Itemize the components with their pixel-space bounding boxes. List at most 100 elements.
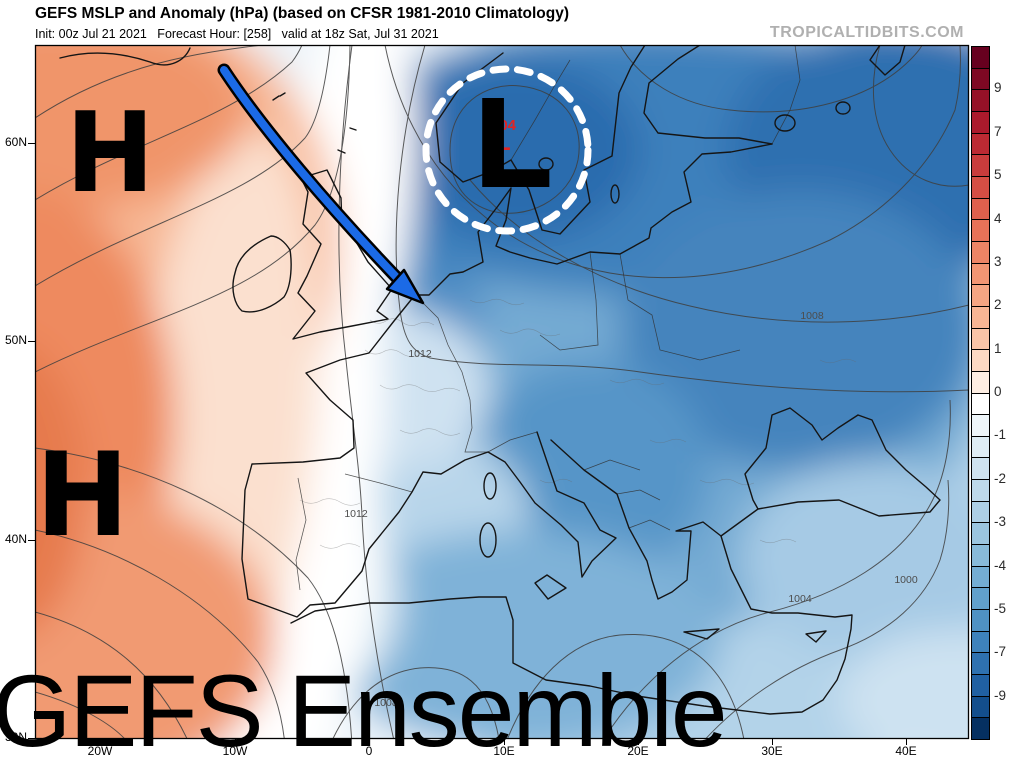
red-low-marker: L: [496, 129, 511, 156]
isobar-label: 1012: [408, 348, 432, 360]
high-pressure-label-2: H: [38, 427, 126, 558]
lat-axis-tick: [28, 738, 35, 740]
gefs-ensemble-overlay-text: GEFS Ensemble: [0, 654, 728, 757]
watermark: TROPICALTIDBITS.COM: [769, 24, 964, 41]
coast-corsica: [483, 472, 497, 500]
lon-axis-tick: [235, 739, 237, 745]
colorbar-cell: [972, 176, 989, 199]
colorbar-cell: [972, 718, 989, 739]
coast-sicily: [534, 574, 567, 600]
lat-axis-label: 50N: [4, 333, 27, 347]
colorbar-cell: [972, 306, 989, 329]
country-borders: [295, 45, 801, 591]
colorbar-cell: [972, 90, 989, 112]
coast-north-sea-baltic: [414, 143, 773, 296]
colorbar-tick-label: 1: [994, 340, 1002, 356]
colorbar-cell: [972, 566, 989, 589]
colorbar-cell: [972, 415, 989, 437]
dashed-circle-annotation: [422, 65, 592, 235]
lat-axis-label: 60N: [4, 135, 27, 149]
colorbar-tick-label: 5: [994, 167, 1002, 183]
isobar-label: 1008: [374, 697, 398, 709]
colorbar-tick-label: -5: [994, 600, 1007, 616]
colorbar-cell: [972, 653, 989, 676]
colorbar-cell: [972, 47, 989, 69]
isobar-label: 1008: [800, 310, 824, 322]
coast-west-europe-italy: [241, 294, 617, 618]
lon-axis-label: 30E: [761, 744, 783, 757]
lon-axis-tick: [772, 739, 774, 745]
lon-axis-tick: [100, 739, 102, 745]
colorbar-tick-label: -1: [994, 427, 1007, 443]
colorbar-tick-label: 3: [994, 253, 1002, 269]
lat-axis-label: 30N: [4, 730, 27, 744]
lon-axis-label: 40E: [895, 744, 917, 757]
red-pressure-value-label: 004: [491, 117, 517, 134]
lat-axis-label: 40N: [4, 532, 27, 546]
coast-black-sea: [744, 407, 941, 517]
coast-crete: [683, 628, 720, 640]
lon-axis-tick: [369, 739, 371, 745]
lat-axis-tick: [28, 143, 35, 145]
lon-axis-label: 10W: [222, 744, 248, 757]
colorbar-cell: [972, 111, 989, 134]
coast-finland: [643, 45, 773, 145]
arrow-annotation: [217, 63, 425, 305]
colorbar-cell: [972, 350, 989, 372]
colorbar-cell: [972, 588, 989, 611]
colorbar-tick-label: 9: [994, 80, 1002, 96]
coast-scandinavia: [435, 45, 646, 235]
lon-axis-label: 0: [365, 744, 373, 757]
map-border: [34, 44, 970, 740]
colorbar-cell: [972, 198, 989, 221]
colorbar-cell: [972, 675, 989, 697]
isobar-contours: [35, 45, 969, 739]
colorbar-cell: [972, 458, 989, 481]
colorbar-tick-label: -7: [994, 644, 1007, 660]
lon-axis-tick: [504, 739, 506, 745]
coast-cyprus: [805, 630, 827, 643]
colorbar-cell: [972, 285, 989, 307]
colorbar-cell: [972, 263, 989, 286]
chart-title: GEFS MSLP and Anomaly (hPa) (based on CF…: [35, 5, 570, 22]
colorbar-cell: [972, 68, 989, 91]
isobar-label: 1004: [788, 593, 812, 605]
colorbar-tick-label: 0: [994, 384, 1002, 399]
colorbar-cell: [972, 696, 989, 719]
coast-white-sea: [869, 45, 906, 76]
colorbar-cell: [972, 610, 989, 632]
coastlines: [59, 45, 941, 715]
colorbar-cell: [972, 220, 989, 242]
colorbar-cell: [972, 155, 989, 177]
colorbar-tick-label: 4: [994, 210, 1002, 226]
admin-borders: [299, 298, 857, 549]
chart-subtitle: Init: 00z Jul 21 2021 Forecast Hour: [25…: [35, 27, 439, 41]
coast-sardinia: [479, 522, 497, 558]
colorbar-tick-label: -3: [994, 514, 1007, 530]
arrow-head: [385, 268, 425, 305]
lat-axis-tick: [28, 341, 35, 343]
isobar-label: 1012: [344, 508, 368, 520]
lon-axis-label: 20E: [627, 744, 649, 757]
colorbar-cell: [972, 241, 989, 264]
colorbar-cell: [972, 393, 989, 416]
colorbar-cell: [972, 133, 989, 156]
colorbar-cell: [972, 631, 989, 654]
lon-axis-tick: [906, 739, 908, 745]
colorbar-cell: [972, 523, 989, 546]
colorbar-cell: [972, 328, 989, 351]
coast-north-africa-levant: [290, 535, 853, 715]
colorbar-cell: [972, 501, 989, 524]
coast-ireland: [232, 235, 292, 313]
colorbar-cell: [972, 480, 989, 502]
colorbar-tick-label: -9: [994, 687, 1007, 703]
colorbar-cell: [972, 436, 989, 459]
colorbar-tick-label: 7: [994, 123, 1002, 139]
colorbar-cell: [972, 545, 989, 567]
high-pressure-label-1: H: [68, 89, 152, 213]
colorbar-labels: 9 7 5 4 3 2 1 0 -1 -2 -3 -4 -5 -7 -9: [994, 46, 1024, 740]
lat-axis-tick: [28, 540, 35, 542]
